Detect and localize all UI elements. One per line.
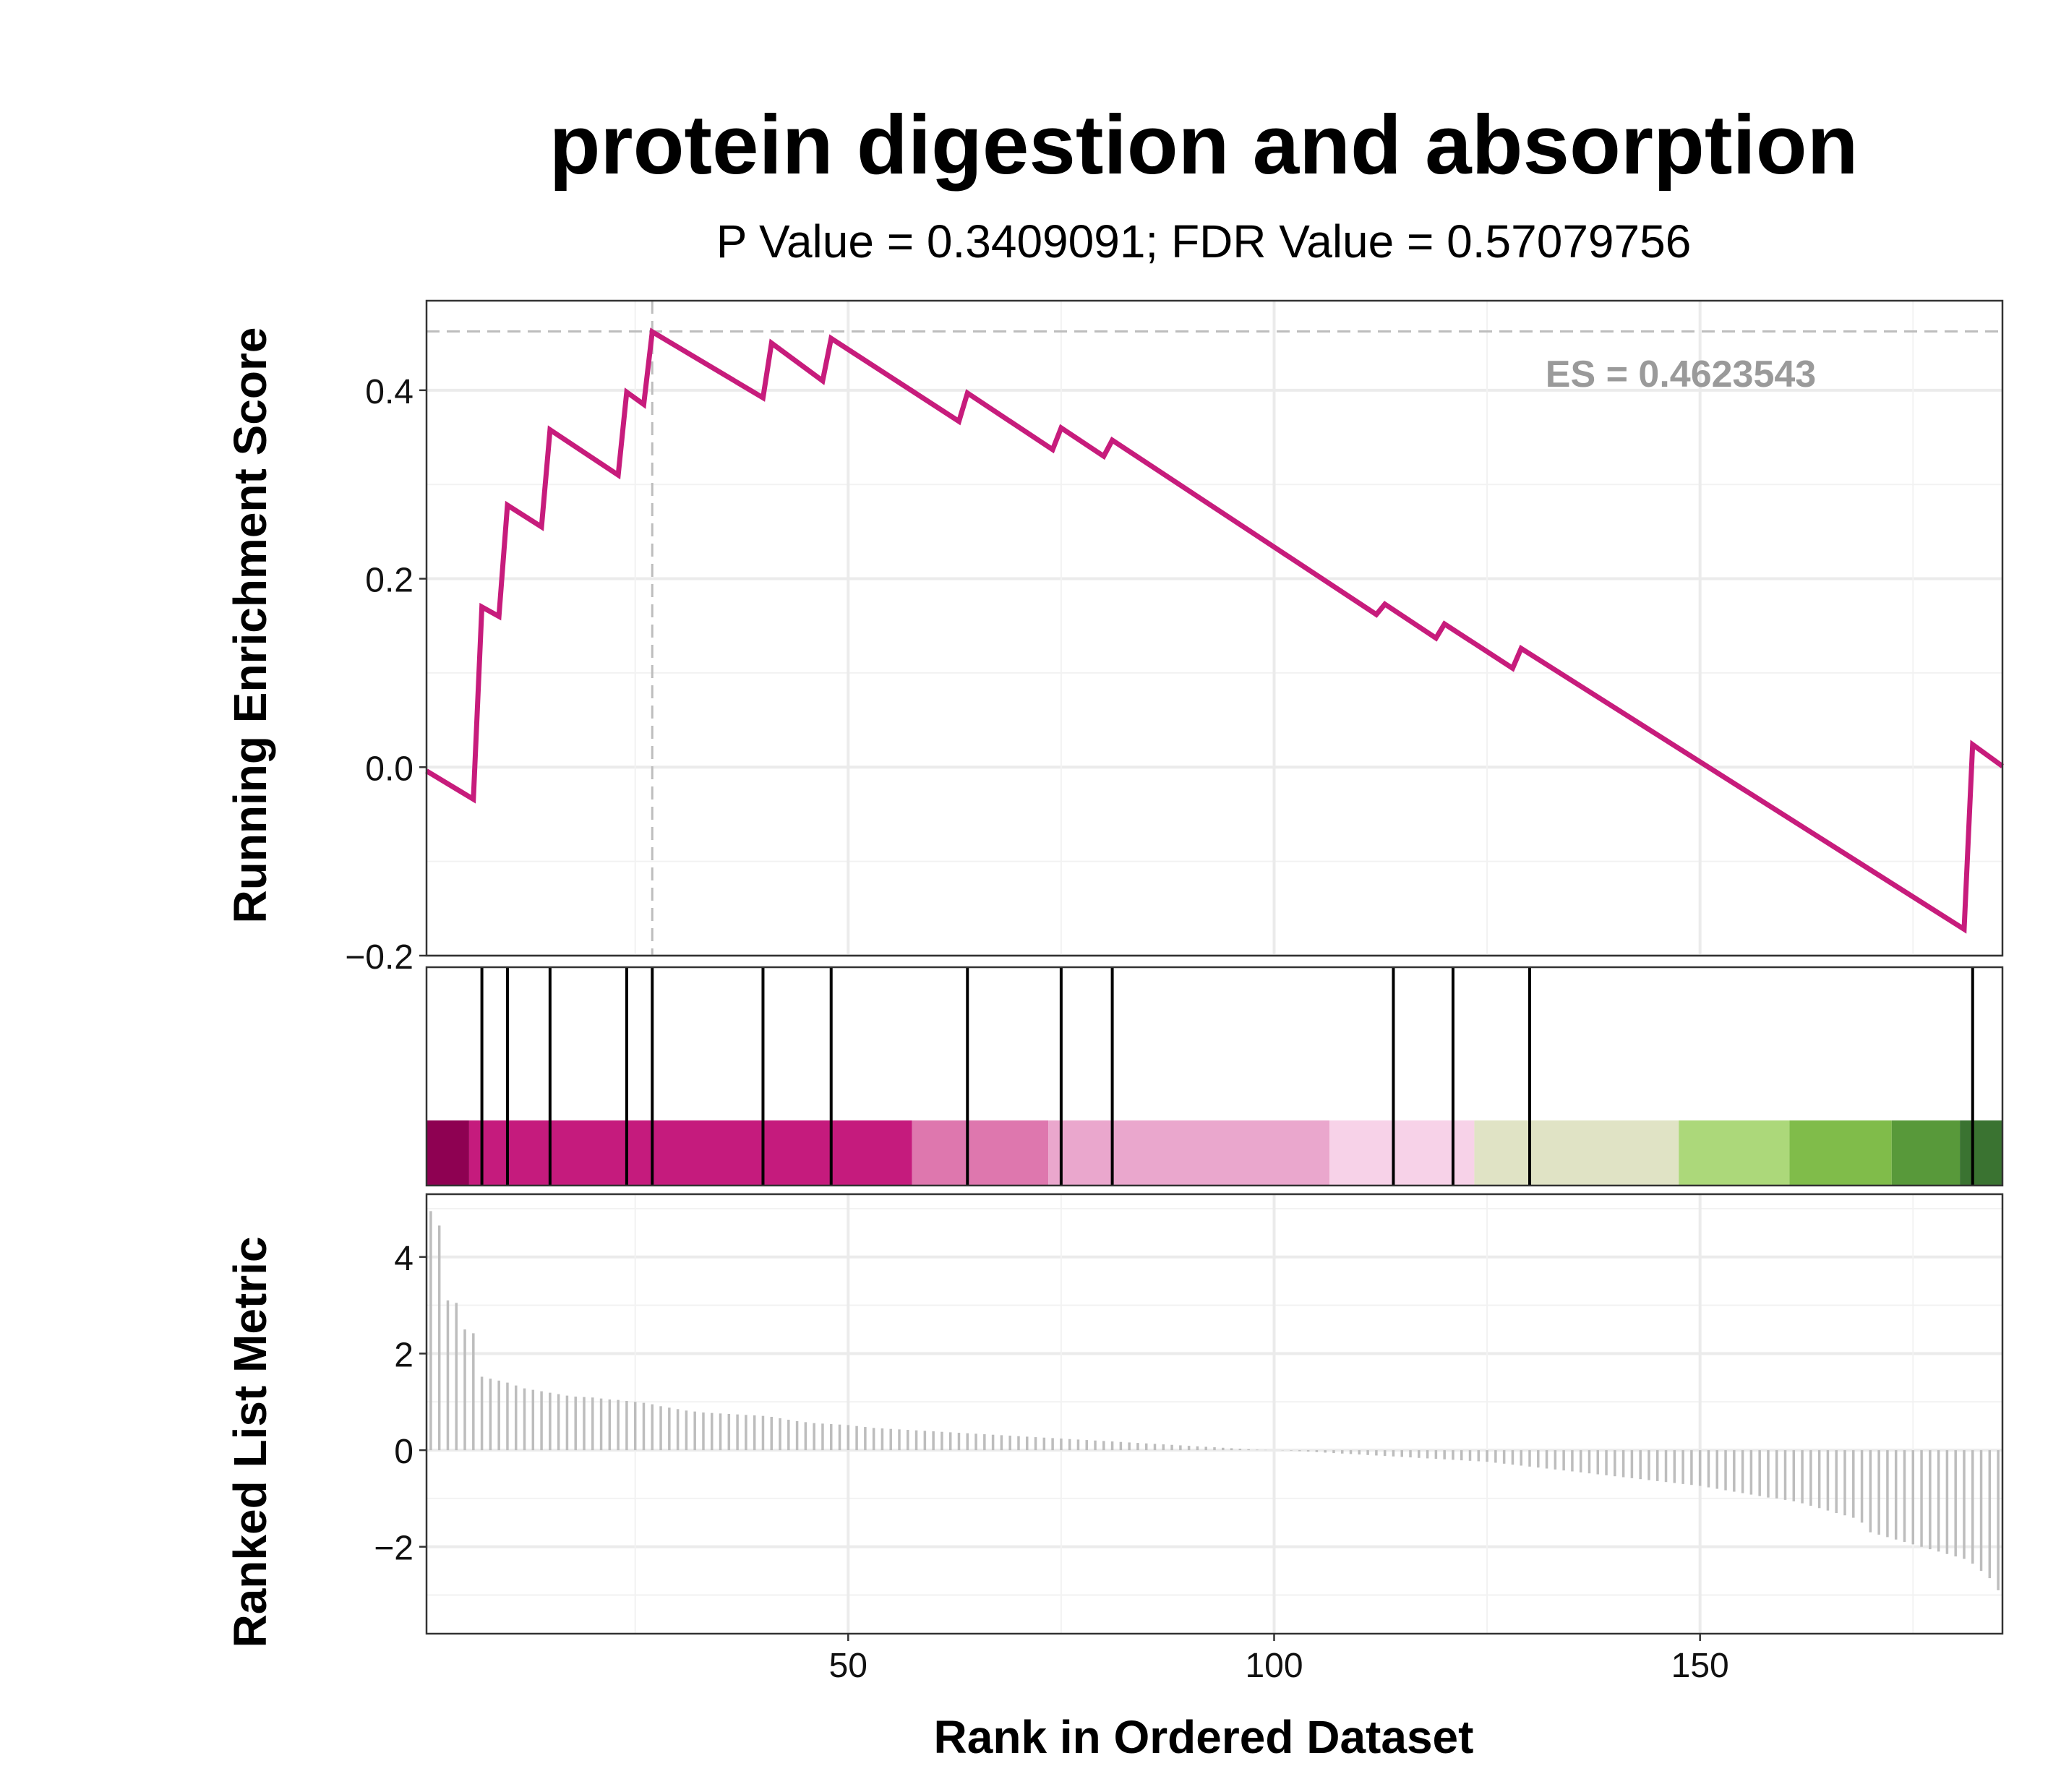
y-tick-label: 4 — [394, 1240, 414, 1278]
x-tick-label: 150 — [1671, 1647, 1729, 1685]
color-band — [1679, 1120, 1790, 1186]
x-axis-label: Rank in Ordered Dataset — [934, 1711, 1474, 1763]
color-band — [1891, 1120, 1961, 1186]
x-tick-label: 50 — [829, 1647, 867, 1685]
rank-color-bands — [427, 1120, 2002, 1186]
running-es-panel-border — [425, 299, 2004, 957]
running-es-gridlines — [427, 301, 2002, 957]
panel-hits — [425, 966, 2004, 1187]
hits-panel-border — [425, 966, 2004, 1187]
es-annotation: ES = 0.4623543 — [1546, 353, 1816, 395]
y-tick-label: 0.0 — [365, 750, 414, 788]
color-band — [427, 1120, 469, 1186]
y-tick-label: 0.2 — [365, 562, 414, 600]
color-band — [1329, 1120, 1475, 1186]
color-band — [1048, 1120, 1330, 1186]
chart-subtitle: P Value = 0.3409091; FDR Value = 0.57079… — [716, 215, 1692, 267]
y-axis-label-ranked-metric: Ranked List Metric — [224, 1236, 276, 1647]
color-band — [912, 1120, 1049, 1186]
ranked-metric-bars — [429, 1211, 2000, 1590]
y-tick-label: 0.4 — [365, 373, 414, 411]
color-band — [468, 1120, 912, 1186]
y-tick-label: −2 — [374, 1530, 414, 1568]
running-es-y-axis: −0.2 0.0 0.2 0.4 — [345, 373, 427, 977]
ranked-metric-panel-border — [425, 1193, 2004, 1635]
y-tick-label: 2 — [394, 1336, 414, 1374]
ranked-metric-y-axis: −2 0 2 4 — [374, 1240, 427, 1568]
panel-ranked-metric: −2 0 2 4 50 100 150 — [374, 1193, 2004, 1685]
x-axis: 50 100 150 — [829, 1634, 1729, 1685]
chart-title: protein digestion and absorption — [549, 98, 1859, 192]
y-tick-label: 0 — [394, 1433, 414, 1471]
y-tick-label: −0.2 — [345, 938, 414, 977]
gene-hit-lines — [480, 967, 1974, 1186]
color-band — [1789, 1120, 1892, 1186]
running-es-line — [425, 327, 2005, 934]
panel-running-es: ES = 0.4623543 −0.2 0.0 0.2 0.4 — [345, 299, 2005, 977]
x-tick-label: 100 — [1245, 1647, 1303, 1685]
y-axis-label-running-es: Running Enrichment Score — [224, 327, 276, 924]
color-band — [1960, 1120, 2002, 1186]
color-band — [1474, 1120, 1679, 1186]
